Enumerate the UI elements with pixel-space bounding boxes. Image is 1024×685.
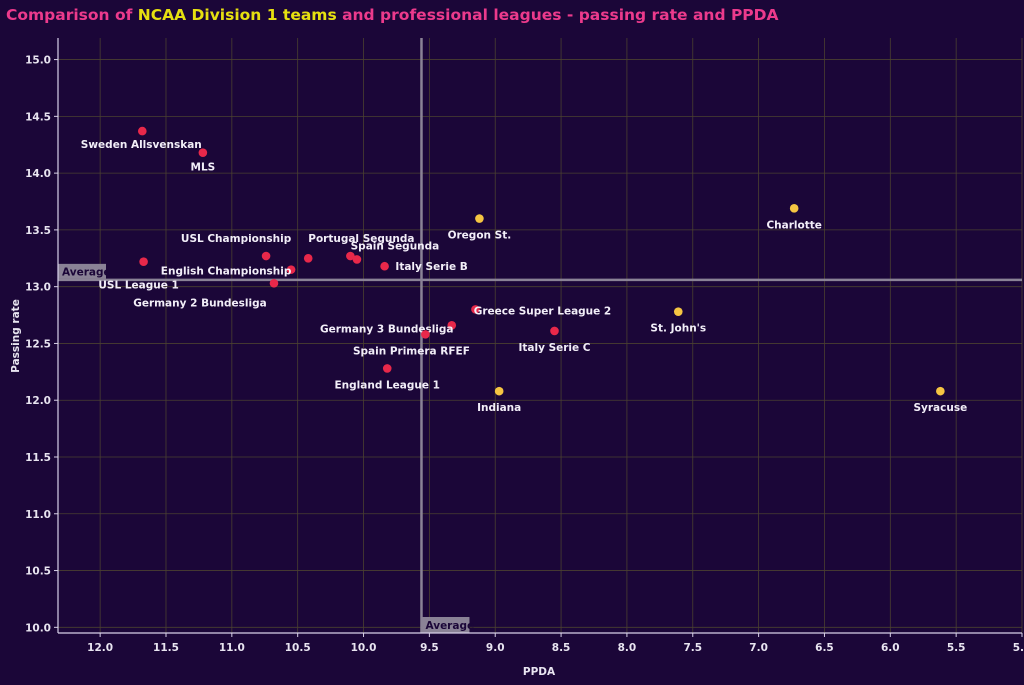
x-tick-label: 10.0 bbox=[351, 642, 377, 654]
x-tick-label: 11.5 bbox=[153, 642, 179, 654]
y-tick-label: 14.5 bbox=[25, 111, 51, 123]
point-label: Italy Serie C bbox=[518, 342, 590, 354]
x-tick-label: 10.5 bbox=[285, 642, 311, 654]
x-tick-label: 8.0 bbox=[618, 642, 637, 654]
data-point bbox=[382, 364, 392, 373]
y-tick-label: 10.0 bbox=[25, 622, 51, 634]
average-lines: Average Average bbox=[58, 38, 1022, 633]
point-label: Germany 2 Bundesliga bbox=[133, 297, 267, 309]
x-tick-label: 5.5 bbox=[947, 642, 966, 654]
point-label: Sweden Allsvenskan bbox=[81, 139, 202, 151]
y-tick-label: 13.5 bbox=[25, 225, 51, 237]
data-point bbox=[936, 386, 945, 396]
x-tick-label: 12.0 bbox=[87, 642, 113, 654]
x-tick-label: 11.0 bbox=[219, 642, 245, 654]
x-average-badge bbox=[421, 617, 470, 633]
axes: 12.0 11.5 11.0 10.5 10.0 9.5 9.0 8.5 8.0 7.5 7.0 6.… bbox=[25, 38, 1024, 654]
data-point bbox=[198, 148, 208, 157]
point-label: Oregon St. bbox=[448, 230, 512, 242]
data-point bbox=[447, 320, 457, 330]
y-tick-label: 11.5 bbox=[25, 452, 51, 464]
point-label: Italy Serie B bbox=[395, 261, 467, 273]
data-point bbox=[421, 330, 430, 339]
y-tick-label: 10.5 bbox=[25, 566, 51, 578]
title-part-1: Comparison of bbox=[6, 6, 138, 24]
chart-title: Comparison of NCAA Division 1 teams and … bbox=[6, 6, 779, 24]
point-label: England League 1 bbox=[335, 379, 440, 391]
y-axis-label: Passing rate bbox=[10, 299, 22, 373]
y-tick-label: 12.5 bbox=[25, 338, 51, 350]
point-label: Spain Primera RFEF bbox=[353, 345, 470, 357]
point-label: Charlotte bbox=[766, 219, 821, 231]
title-part-2: NCAA Division 1 teams bbox=[137, 6, 337, 24]
data-point bbox=[471, 305, 480, 314]
x-tick-label: 5.0 bbox=[1013, 642, 1024, 654]
x-tick-label: 9.5 bbox=[420, 642, 439, 654]
point-label: Syracuse bbox=[913, 402, 967, 414]
y-tick-label: 13.0 bbox=[25, 282, 51, 294]
point-label: Greece Super League 2 bbox=[474, 305, 612, 317]
data-point bbox=[494, 386, 504, 396]
point-label: USL Championship bbox=[181, 233, 292, 245]
y-tick-label: 15.0 bbox=[25, 55, 51, 67]
data-point bbox=[303, 253, 313, 263]
x-average-label: Average bbox=[425, 620, 474, 632]
points: Sweden Allsvenskan MLS USL League 1 USL Cha… bbox=[81, 126, 967, 414]
x-tick-label: 9.0 bbox=[486, 642, 505, 654]
data-point bbox=[550, 326, 559, 336]
data-point bbox=[380, 261, 389, 271]
point-label: MLS bbox=[191, 162, 216, 174]
x-tick-label: 7.0 bbox=[749, 642, 768, 654]
data-point bbox=[286, 265, 296, 274]
point-label: Spain Segunda bbox=[351, 240, 440, 252]
grid bbox=[58, 38, 1023, 633]
x-tick-label: 6.0 bbox=[881, 642, 900, 654]
x-tick-label: 8.5 bbox=[552, 642, 571, 654]
data-point bbox=[475, 214, 484, 223]
point-label: USL League 1 bbox=[98, 280, 178, 292]
data-point bbox=[139, 257, 148, 266]
data-point bbox=[352, 255, 362, 264]
data-point bbox=[269, 278, 279, 288]
y-tick-label: 12.0 bbox=[25, 395, 51, 407]
y-average-badge bbox=[58, 263, 106, 279]
data-point bbox=[261, 251, 271, 261]
point-label: English Championship bbox=[161, 266, 292, 278]
point-label: Indiana bbox=[477, 402, 521, 414]
y-tick-label: 14.0 bbox=[25, 168, 51, 180]
data-point bbox=[789, 204, 799, 213]
data-point bbox=[673, 307, 683, 316]
x-tick-label: 7.5 bbox=[683, 642, 702, 654]
point-label: Germany 3 Bundesliga bbox=[320, 323, 454, 335]
data-point bbox=[346, 251, 355, 261]
title-part-3: and professional leagues - passing rate … bbox=[336, 6, 779, 24]
y-tick-label: 11.0 bbox=[25, 509, 51, 521]
y-average-label: Average bbox=[62, 266, 111, 278]
data-point bbox=[137, 126, 147, 136]
point-label: Portugal Segunda bbox=[308, 233, 414, 245]
x-tick-label: 6.5 bbox=[815, 642, 834, 654]
point-label: St. John's bbox=[650, 323, 706, 335]
x-axis-label: PPDA bbox=[523, 666, 556, 678]
